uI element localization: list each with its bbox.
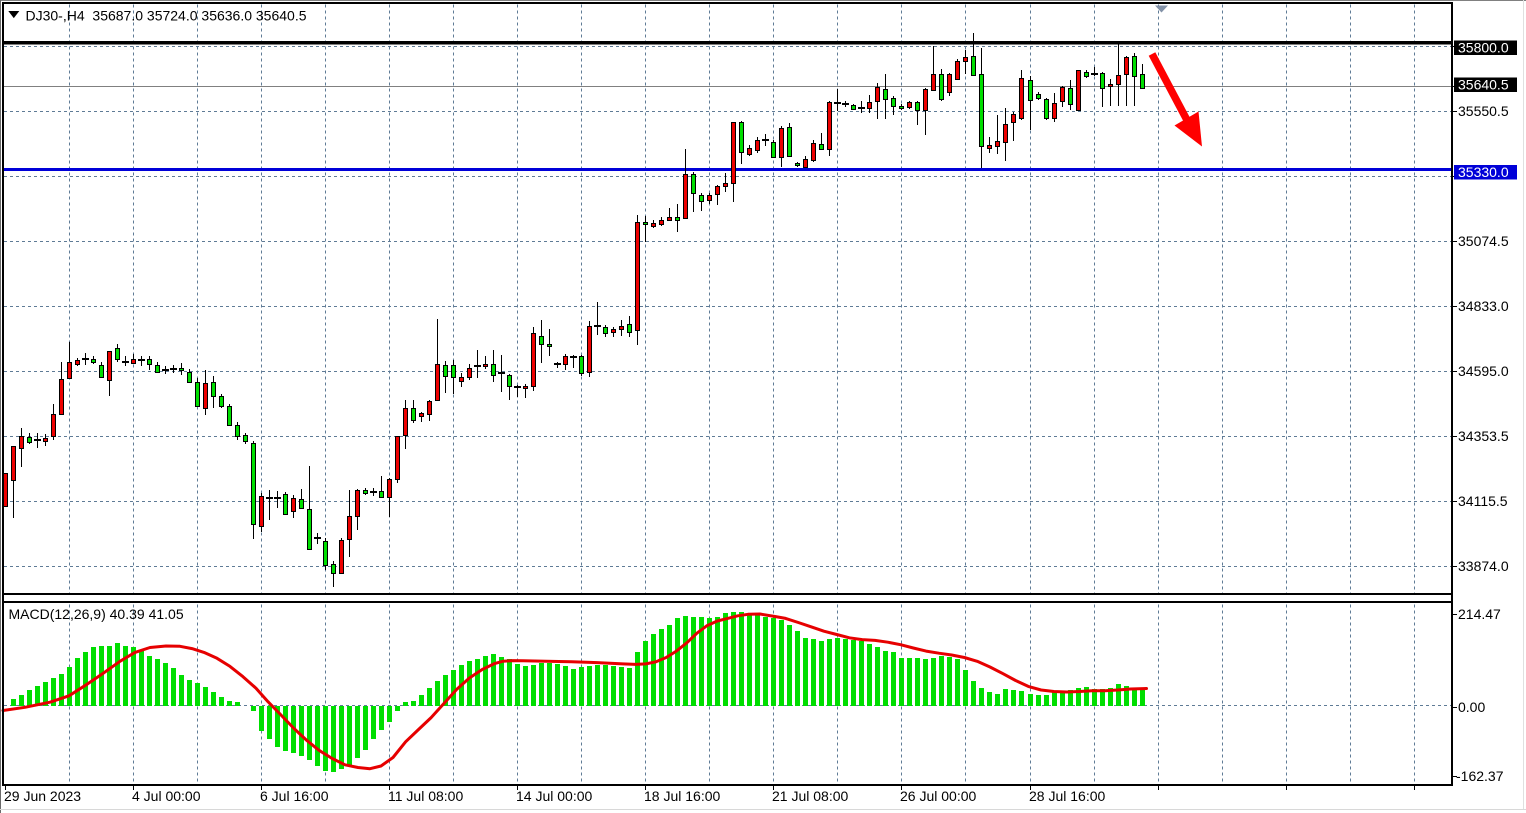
svg-text:18 Jul 16:00: 18 Jul 16:00 xyxy=(644,788,720,804)
svg-text:33874.0: 33874.0 xyxy=(1458,558,1509,574)
svg-text:35074.5: 35074.5 xyxy=(1458,233,1509,249)
svg-text:34833.0: 34833.0 xyxy=(1458,298,1509,314)
svg-text:34115.5: 34115.5 xyxy=(1458,493,1508,509)
svg-text:35800.0: 35800.0 xyxy=(1458,40,1509,56)
svg-text:35640.5: 35640.5 xyxy=(1458,77,1509,93)
svg-text:4 Jul 00:00: 4 Jul 00:00 xyxy=(132,788,201,804)
svg-text:35550.5: 35550.5 xyxy=(1458,103,1509,119)
svg-text:34595.0: 34595.0 xyxy=(1458,363,1509,379)
svg-text:35330.0: 35330.0 xyxy=(1458,164,1509,180)
svg-text:34353.5: 34353.5 xyxy=(1458,428,1509,444)
svg-text:0.00: 0.00 xyxy=(1458,699,1485,715)
svg-text:214.47: 214.47 xyxy=(1458,606,1501,622)
svg-text:11 Jul 08:00: 11 Jul 08:00 xyxy=(388,788,463,804)
svg-text:14 Jul 00:00: 14 Jul 00:00 xyxy=(516,788,592,804)
svg-text:MACD(12,26,9) 40.39 41.05: MACD(12,26,9) 40.39 41.05 xyxy=(9,606,184,622)
svg-text:21 Jul 08:00: 21 Jul 08:00 xyxy=(772,788,848,804)
svg-text:DJ30-,H4 35687.0 35724.0 3563: DJ30-,H4 35687.0 35724.0 35636.0 35640.5 xyxy=(26,8,307,24)
svg-text:29 Jun 2023: 29 Jun 2023 xyxy=(4,788,81,804)
svg-text:-162.37: -162.37 xyxy=(1456,768,1504,784)
svg-text:28 Jul 16:00: 28 Jul 16:00 xyxy=(1029,788,1105,804)
svg-text:26 Jul 00:00: 26 Jul 00:00 xyxy=(900,788,976,804)
svg-text:6 Jul 16:00: 6 Jul 16:00 xyxy=(260,788,329,804)
